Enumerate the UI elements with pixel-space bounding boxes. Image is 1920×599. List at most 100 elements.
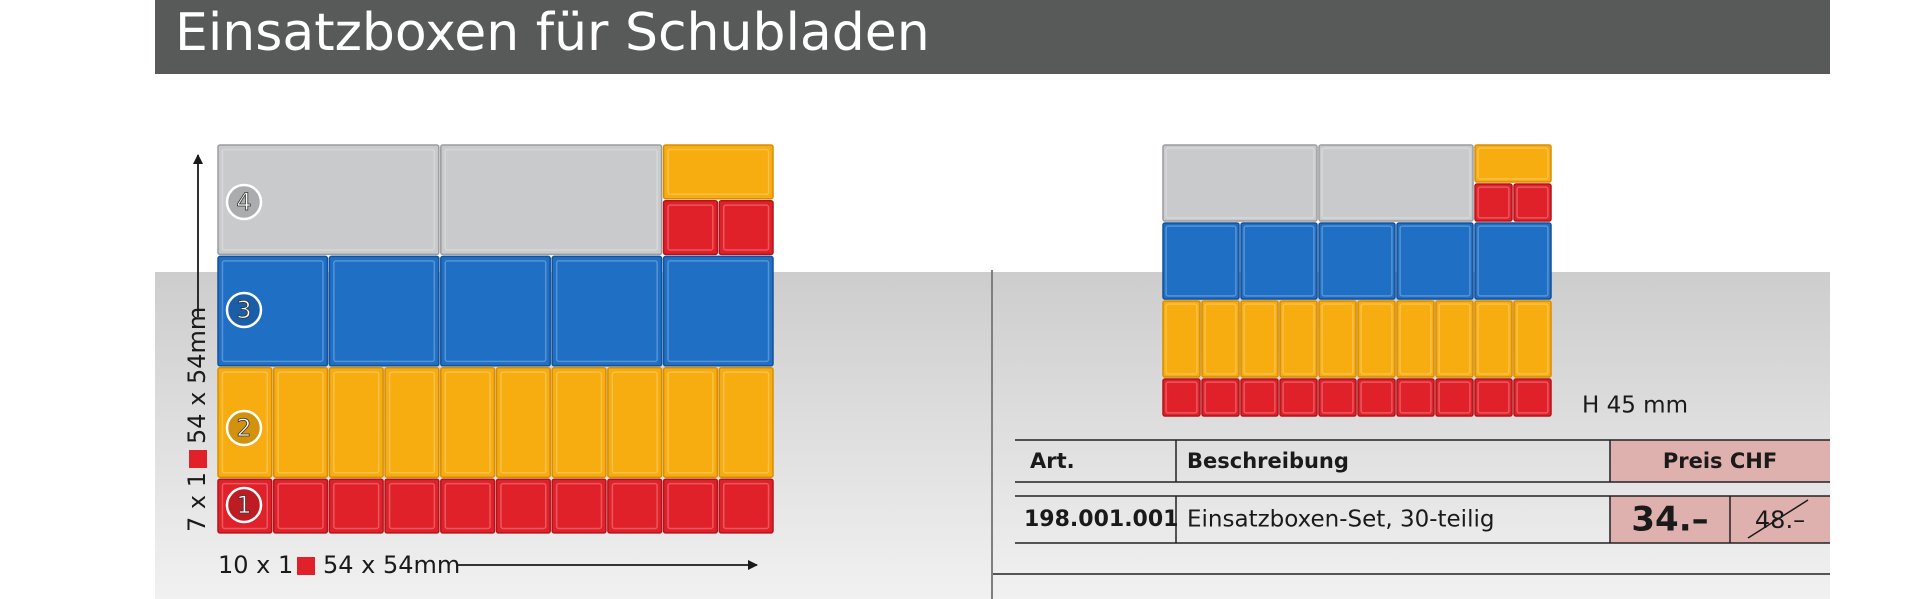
box-inner: [555, 482, 603, 530]
box-inner: [277, 371, 324, 474]
box-inner: [667, 482, 714, 530]
box: [1435, 378, 1474, 417]
box-inner: [1516, 381, 1549, 414]
box-inner: [1282, 381, 1315, 414]
box-inner: [1165, 303, 1198, 375]
layer-circle: [225, 291, 263, 329]
box: [662, 255, 774, 367]
box: [551, 255, 663, 367]
box-inner: [667, 204, 714, 251]
box-inner: [500, 371, 547, 474]
box-inner: [1477, 147, 1549, 180]
box: [718, 199, 774, 256]
description: Einsatzboxen-Set, 30-teilig: [1187, 507, 1494, 533]
box-inner: [1321, 381, 1354, 414]
box-inner: [221, 148, 436, 251]
header-cell: Preis CHF: [1663, 449, 1777, 473]
box-inner: [444, 371, 491, 474]
box-inner: [723, 371, 770, 474]
box-inner: [388, 482, 436, 530]
box: [662, 478, 719, 534]
box-inner: [1165, 147, 1315, 219]
box: [440, 478, 496, 534]
box-inner: [221, 482, 268, 530]
box: [1240, 378, 1279, 417]
box: [1201, 378, 1240, 417]
unit-square: [189, 450, 207, 468]
box-inner: [1243, 381, 1276, 414]
box: [272, 367, 329, 478]
box-inner: [1438, 381, 1471, 414]
box: [1513, 183, 1552, 222]
box: [217, 367, 273, 478]
box-inner: [388, 371, 436, 474]
box-inner: [555, 371, 603, 474]
box-inner: [1321, 225, 1393, 297]
box-inner: [1399, 225, 1471, 297]
box-inner: [1516, 303, 1549, 375]
box: [440, 255, 551, 367]
box: [662, 367, 719, 478]
size-label: 54 x 54mm: [183, 307, 211, 444]
box-inner: [1477, 381, 1510, 414]
box-inner: [555, 260, 658, 363]
box: [1162, 144, 1318, 222]
layer-circle: [225, 409, 263, 447]
count-label: 10 x 1: [218, 551, 293, 579]
box: [1474, 144, 1552, 183]
article-number: 198.001.001: [1024, 507, 1178, 532]
box: [718, 478, 774, 534]
header-cell: Beschreibung: [1187, 449, 1349, 473]
box-inner: [723, 204, 770, 251]
box: [440, 144, 663, 256]
page-title: Einsatzboxen für Schubladen: [175, 3, 930, 63]
old-price: 48.–: [1755, 506, 1805, 534]
box: [1240, 300, 1279, 378]
box-inner: [1477, 225, 1549, 297]
box: [1318, 300, 1357, 378]
box-inner: [500, 482, 547, 530]
box: [272, 478, 329, 534]
box-inner: [1165, 381, 1198, 414]
box-inner: [444, 260, 547, 363]
box: [1474, 183, 1513, 222]
box-inner: [1477, 303, 1510, 375]
box: [1162, 300, 1201, 378]
box-inner: [221, 371, 268, 474]
layer-number: 2: [236, 414, 251, 442]
box-inner: [1204, 303, 1237, 375]
box: [217, 255, 329, 367]
box: [551, 478, 607, 534]
count-label: 7 x 1: [183, 472, 211, 532]
box-inner: [1282, 303, 1315, 375]
box-inner: [333, 260, 436, 363]
box: [328, 478, 384, 534]
price-header-cell: [1610, 440, 1830, 482]
box-inner: [611, 371, 658, 474]
box: [662, 199, 719, 256]
box-inner: [667, 148, 770, 195]
box: [1240, 222, 1318, 300]
box-inner: [611, 482, 658, 530]
price-cell: [1610, 496, 1830, 543]
vertical-dimension: 7 x 1 54 x 54mm: [183, 154, 211, 532]
left-illustration: [217, 144, 774, 534]
box-inner: [1321, 147, 1471, 219]
box-inner: [667, 371, 714, 474]
strike-through: [1747, 499, 1809, 539]
layer-number: 1: [236, 491, 251, 519]
box-inner: [333, 371, 380, 474]
box-inner: [667, 260, 770, 363]
box: [1396, 378, 1435, 417]
box: [328, 255, 440, 367]
box: [1201, 300, 1240, 378]
box-inner: [221, 260, 324, 363]
box-inner: [1360, 303, 1393, 375]
box-inner: [1321, 303, 1354, 375]
box: [1318, 222, 1396, 300]
box: [1474, 222, 1552, 300]
horizontal-dimension: 10 x 1 54 x 54mm: [218, 551, 758, 579]
box-inner: [1243, 225, 1315, 297]
box: [1513, 300, 1552, 378]
